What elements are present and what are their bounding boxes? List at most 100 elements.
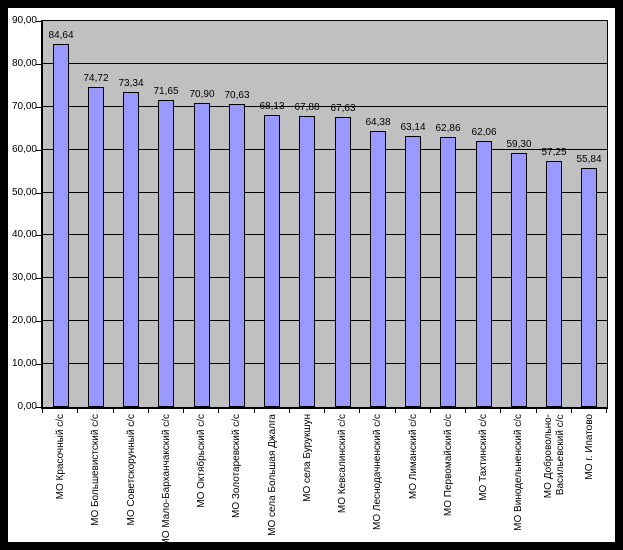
x-axis-label-cell: МО Леснодачненский с/с — [360, 414, 395, 542]
bar-value-label: 64,38 — [365, 117, 391, 128]
bar-value-label: 67,63 — [330, 103, 356, 114]
x-axis-category-label: МО Советскорунный с/с — [125, 414, 137, 526]
x-axis-label-cell: МО Тахтинский с/с — [466, 414, 501, 542]
y-axis-tick — [36, 21, 41, 22]
x-axis-category-label: МО села Бурукшун — [301, 414, 313, 502]
x-axis-category-label: МО Кевсалинский с/с — [336, 414, 348, 514]
x-axis-category-label: МО Золотаревский с/с — [230, 414, 242, 519]
x-axis-tick — [465, 409, 466, 413]
gridline — [43, 234, 607, 235]
bar — [123, 92, 139, 407]
x-axis-tick — [500, 409, 501, 413]
x-axis-category-label: МО Первомайский с/с — [442, 414, 454, 517]
x-axis-category-label: МО Мало-Барханчакский с/с — [160, 414, 172, 547]
x-axis-category-label: МО Большевистский с/с — [89, 414, 101, 526]
gridline — [43, 277, 607, 278]
y-axis-tick-label: 0,00 — [17, 401, 37, 412]
y-axis-tick — [36, 107, 41, 108]
x-axis-label-cell: МО Лиманский с/с — [396, 414, 431, 542]
y-axis-tick — [36, 407, 41, 408]
x-axis-tick — [571, 409, 572, 413]
x-axis-label-cell: МО Красочный с/с — [43, 414, 78, 542]
x-axis-label-cell: МО Большевистский с/с — [78, 414, 113, 542]
x-axis-category-label: МО Октябрьский с/с — [195, 414, 207, 508]
bar — [299, 116, 315, 407]
x-axis-tick — [324, 409, 325, 413]
y-axis-tick-label: 60,00 — [11, 144, 37, 155]
bar — [194, 103, 210, 407]
y-axis-tick-label: 70,00 — [11, 101, 37, 112]
gridline — [43, 149, 607, 150]
bar — [476, 141, 492, 407]
x-axis-label-cell: МО села Большая Джалга — [255, 414, 290, 542]
y-axis-tick-label: 50,00 — [11, 187, 37, 198]
x-axis-tick — [77, 409, 78, 413]
x-axis-category-label: МО села Большая Джалга — [266, 414, 278, 536]
bar-value-label: 70,63 — [224, 90, 250, 101]
x-axis-label-cell: МО Добровольно- Васильевский с/с — [537, 414, 572, 542]
x-axis-tick — [218, 409, 219, 413]
x-axis-label-cell: МО Первомайский с/с — [431, 414, 466, 542]
y-axis-tick-label: 40,00 — [11, 229, 37, 240]
gridline — [43, 363, 607, 364]
bar-value-label: 62,86 — [435, 123, 461, 134]
y-axis-tick — [36, 235, 41, 236]
x-axis-category-label: МО Винодельненский с/с — [512, 414, 524, 531]
gridline — [43, 192, 607, 193]
x-axis-label-cell: МО Мало-Барханчакский с/с — [149, 414, 184, 542]
bar-value-label: 57,25 — [541, 147, 567, 158]
bar-value-label: 63,14 — [400, 122, 426, 133]
bar-value-label: 74,72 — [83, 73, 109, 84]
y-axis-tick — [36, 150, 41, 151]
y-axis-tick — [36, 64, 41, 65]
x-axis-tick — [148, 409, 149, 413]
x-axis-label-cell: МО г. Ипатово — [572, 414, 607, 542]
y-axis-tick-label: 20,00 — [11, 315, 37, 326]
bar-value-label: 84,64 — [48, 30, 74, 41]
x-axis-tick — [359, 409, 360, 413]
x-axis-tick — [42, 409, 43, 413]
x-axis-category-label: МО Тахтинский с/с — [477, 414, 489, 501]
bar — [88, 87, 104, 407]
y-axis-tick — [36, 278, 41, 279]
x-axis-label-cell: МО Золотаревский с/с — [219, 414, 254, 542]
bar-value-label: 68,13 — [259, 101, 285, 112]
bar-value-label: 73,34 — [118, 78, 144, 89]
x-axis-tick — [606, 409, 607, 413]
x-axis-category-label: МО Добровольно- Васильевский с/с — [542, 414, 566, 499]
gridline — [43, 320, 607, 321]
x-axis-tick — [183, 409, 184, 413]
bar-value-label: 70,90 — [189, 89, 215, 100]
x-axis-tick — [536, 409, 537, 413]
bar — [229, 104, 245, 407]
bar — [53, 44, 69, 407]
y-axis-tick-label: 30,00 — [11, 272, 37, 283]
plot-area: 84,64 74,72 73,34 71,65 70,90 70,63 68,13 67,88… — [41, 20, 608, 409]
x-axis-label-cell: МО Винодельненский с/с — [501, 414, 536, 542]
bar-value-label: 71,65 — [153, 86, 179, 97]
x-axis-tick — [113, 409, 114, 413]
x-axis-tick — [430, 409, 431, 413]
x-axis-label-cell: МО Кевсалинский с/с — [325, 414, 360, 542]
bar — [511, 153, 527, 407]
x-axis-tick — [395, 409, 396, 413]
x-axis-category-label: МО Леснодачненский с/с — [371, 414, 383, 530]
gridline — [43, 106, 607, 107]
x-axis-tick — [254, 409, 255, 413]
gridline — [43, 63, 607, 64]
x-axis-category-label: МО г. Ипатово — [583, 414, 595, 480]
bar — [335, 117, 351, 407]
x-axis-label-cell: МО села Бурукшун — [290, 414, 325, 542]
bar-value-label: 55,84 — [576, 154, 602, 165]
bar — [264, 115, 280, 407]
y-axis-tick — [36, 193, 41, 194]
bar — [581, 168, 597, 407]
y-axis-tick-label: 10,00 — [11, 358, 37, 369]
x-axis-label-cell: МО Октябрьский с/с — [184, 414, 219, 542]
x-axis-category-label: МО Лиманский с/с — [407, 414, 419, 500]
bar-value-label: 59,30 — [506, 139, 532, 150]
x-axis-tick — [289, 409, 290, 413]
y-axis-tick — [36, 321, 41, 322]
y-axis-tick-label: 80,00 — [11, 58, 37, 69]
